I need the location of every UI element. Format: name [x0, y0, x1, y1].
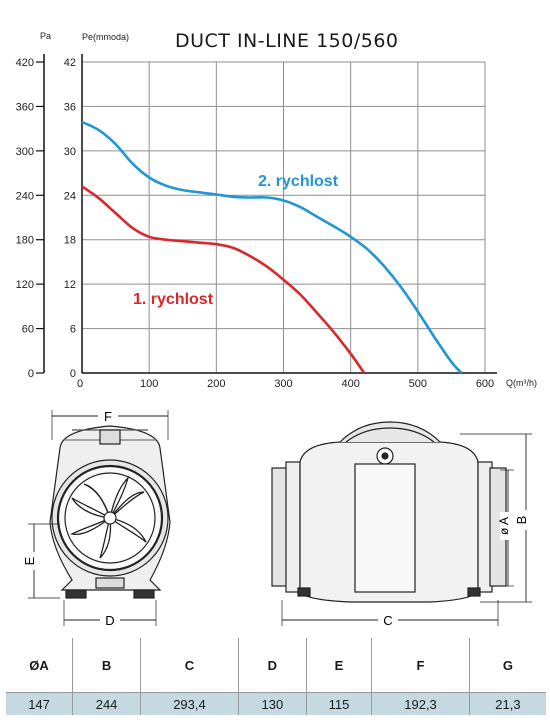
- side-view-drawing: [271, 421, 532, 626]
- table-header: G: [468, 638, 546, 693]
- y-mm-tick-label: 36: [64, 101, 76, 113]
- front-e-label-bg: [26, 552, 42, 570]
- chart-series: [81, 120, 463, 374]
- y-mm-tick-label: 18: [64, 235, 76, 247]
- x-tick-label: 500: [409, 378, 427, 390]
- x-tick-label: 400: [341, 378, 359, 390]
- table-header: D: [237, 638, 307, 693]
- dimension-label-e: E: [22, 556, 37, 565]
- y-pa-tick-label: 120: [16, 279, 34, 291]
- x-tick-label: 100: [140, 378, 158, 390]
- y-pa-tick-label: 300: [16, 146, 34, 158]
- table-cell: 147: [6, 692, 73, 715]
- table-header-row: ØA B C D E F G: [6, 638, 546, 693]
- side-c-label-bg: [378, 612, 398, 628]
- y-pa-tick-label: 180: [16, 235, 34, 247]
- table-cell: 244: [72, 692, 141, 715]
- chart-ticks: 0 100 200 300 400 500 600061218243036420601201…: [16, 57, 495, 390]
- series-line-1: [81, 185, 366, 374]
- dimension-label-a: ø A: [497, 517, 511, 535]
- x-axis-label: Q(m³/h): [506, 378, 537, 388]
- impeller-blades: [70, 475, 147, 559]
- table-header: C: [140, 638, 239, 693]
- y-pa-tick-label: 60: [22, 324, 34, 336]
- table-row: 147 244 293,4 130 115 192,3 21,3: [6, 692, 546, 715]
- series-label-1: 1. rychlost: [133, 291, 214, 308]
- y-pa-tick-label: 0: [28, 368, 34, 380]
- chart-labels: Pa Pe(mmoda) Q(m³/h) 1. rychlost 2. rychlost: [40, 31, 537, 388]
- dimension-label-c: C: [383, 613, 392, 628]
- y-mm-tick-label: 0: [70, 368, 76, 380]
- dimensions-table: ØA B C D E F G 147 244 293,4 130 115 192…: [6, 638, 546, 715]
- chart-grid: [81, 61, 486, 374]
- chart-axes: [43, 54, 497, 374]
- product-drawings: F D E C ø A B: [22, 408, 534, 628]
- y-mm-tick-label: 12: [64, 279, 76, 291]
- side-b-label-bg: [518, 510, 534, 530]
- y-mm-tick-label: 30: [64, 146, 76, 158]
- table-cell: 130: [237, 692, 307, 715]
- x-tick-label: 200: [207, 378, 225, 390]
- y-pa-tick-label: 420: [16, 57, 34, 69]
- dimension-label-f: F: [104, 409, 112, 424]
- front-d-label-bg: [100, 612, 120, 628]
- dimension-label-d: D: [105, 613, 114, 628]
- x-tick-label: 300: [274, 378, 292, 390]
- y-axis-label-pa: Pa: [40, 31, 51, 41]
- front-view-drawing: [28, 410, 171, 626]
- series-label-2: 2. rychlost: [258, 173, 339, 190]
- side-a-label-bg: [500, 512, 516, 540]
- table-cell: 115: [305, 692, 372, 715]
- dimension-label-b: B: [514, 516, 529, 525]
- table-header: B: [72, 638, 141, 693]
- series-line-2: [81, 120, 463, 374]
- table-cell: 192,3: [371, 692, 470, 715]
- table-header: F: [371, 638, 470, 693]
- y-axis-label-mm: Pe(mmoda): [82, 32, 129, 42]
- y-pa-tick-label: 360: [16, 101, 34, 113]
- table-cell: 21,3: [468, 692, 546, 715]
- y-pa-tick-label: 240: [16, 190, 34, 202]
- performance-chart: 0 100 200 300 400 500 600061218243036420601201…: [16, 31, 537, 390]
- y-mm-tick-label: 42: [64, 57, 76, 69]
- y-mm-tick-label: 24: [64, 190, 76, 202]
- x-tick-label: 600: [476, 378, 494, 390]
- table-header: ØA: [29, 657, 49, 673]
- chart-title: DUCT IN-LINE 150/560: [175, 30, 399, 52]
- table-cell: 293,4: [140, 692, 239, 715]
- x-tick-label: 0: [77, 378, 83, 390]
- y-mm-tick-label: 6: [70, 324, 76, 336]
- front-f-label-bg: [98, 408, 118, 424]
- table-header: E: [305, 638, 372, 693]
